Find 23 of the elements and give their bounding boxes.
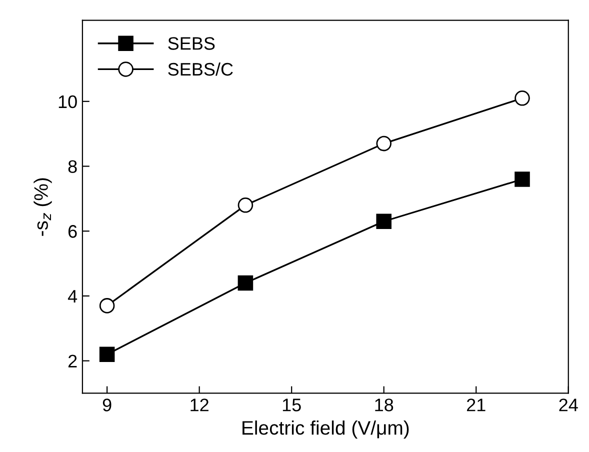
x-tick-label: 21	[466, 398, 486, 412]
point	[99, 346, 115, 362]
y-tick-label: 6	[68, 225, 77, 238]
y-tick-label: 10	[58, 95, 77, 108]
point	[238, 198, 254, 213]
point	[238, 275, 254, 291]
point	[376, 136, 392, 152]
x-tick-label: 15	[282, 398, 301, 412]
y-tick-label: 4	[68, 290, 78, 303]
legend-label: SEBS/C	[168, 62, 233, 76]
point	[514, 90, 530, 106]
point	[99, 298, 115, 314]
x-tick-label: 18	[375, 398, 394, 412]
y-tick-label: 2	[68, 354, 77, 368]
y-axis-title: -s$_{z}$ (%)	[34, 178, 52, 236]
y-tick-label: 8	[68, 160, 77, 173]
x-tick-label: 12	[190, 398, 208, 412]
point	[376, 214, 392, 230]
x-tick-label: 24	[559, 398, 578, 412]
x-axis-title: Electric field (V/μm)	[242, 420, 409, 439]
point	[514, 172, 530, 187]
legend-label: SEBS	[168, 37, 215, 50]
x-tick-label: 9	[102, 398, 112, 412]
